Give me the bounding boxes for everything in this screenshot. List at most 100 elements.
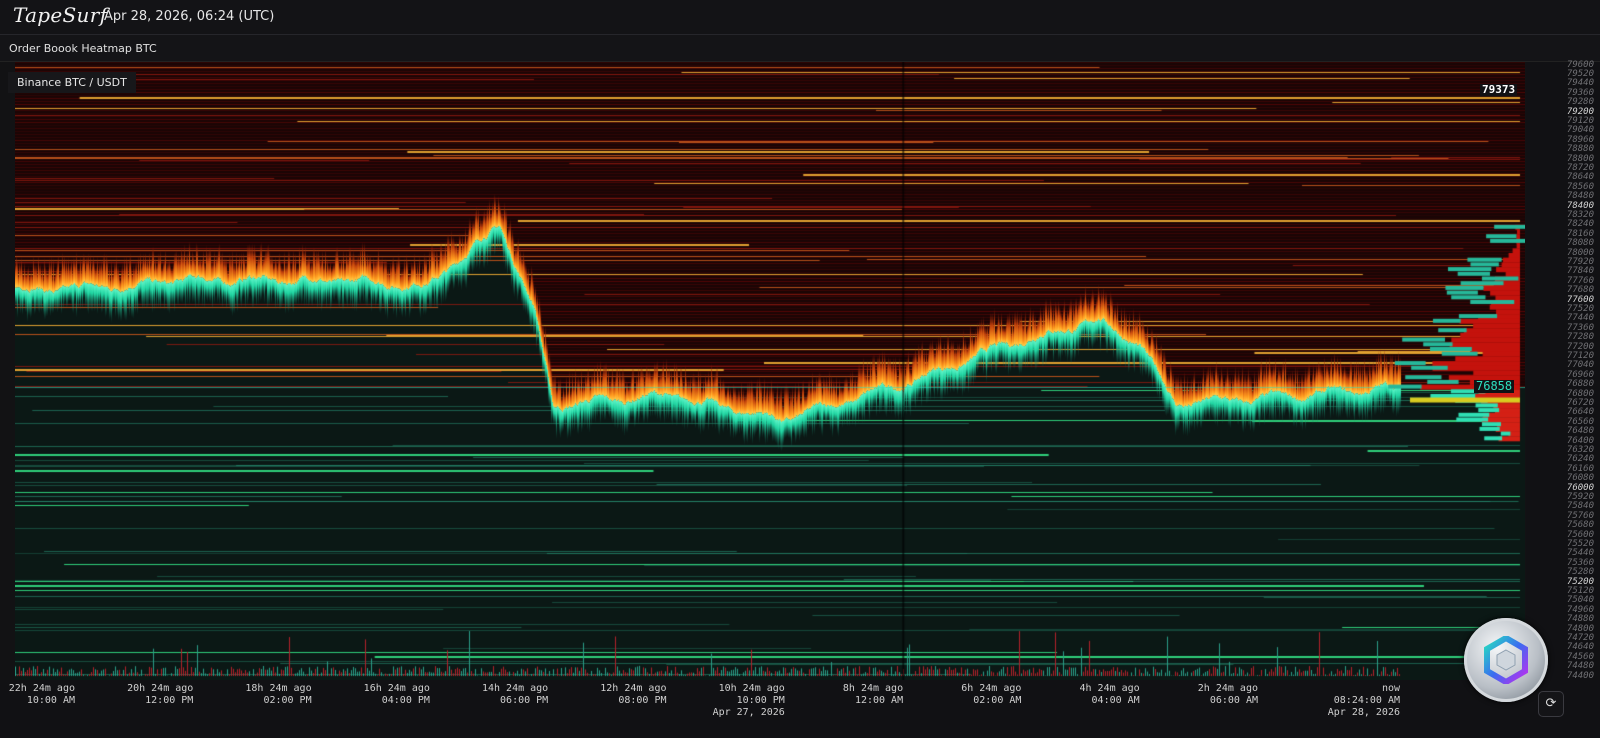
price-tick: 75200: [1566, 576, 1594, 587]
price-tick: 78400: [1566, 200, 1594, 211]
time-tick: 8h 24m ago 12:00 AM: [843, 683, 903, 719]
time-tick-time: 08:00 PM: [618, 695, 667, 706]
time-tick-time: 04:00 AM: [1091, 695, 1140, 706]
time-tick-rel: 4h 24m ago: [1079, 683, 1140, 694]
price-tick: 75280: [1566, 567, 1594, 578]
price-tick: 76960: [1566, 369, 1594, 380]
price-tick: 77280: [1566, 332, 1594, 343]
price-tick: 75840: [1566, 501, 1594, 512]
time-tick-date: [482, 707, 548, 719]
price-tick: 78320: [1566, 209, 1594, 220]
time-tick-date: [600, 707, 666, 719]
price-tick: 77040: [1566, 360, 1594, 371]
time-tick-rel: 12h 24m ago: [600, 683, 667, 694]
price-tick: 79520: [1566, 68, 1594, 79]
time-tick-time: 10:00 AM: [26, 695, 75, 706]
time-tick-date: [843, 707, 903, 719]
price-tick: 77120: [1566, 350, 1594, 361]
price-tick: 78720: [1566, 162, 1594, 173]
price-tick: 79120: [1566, 115, 1594, 126]
price-tick: 76880: [1566, 379, 1594, 390]
heatmap-canvas[interactable]: [15, 62, 1525, 680]
time-tick-date: [127, 707, 193, 719]
price-tick: 75600: [1566, 529, 1594, 540]
price-tick: 76080: [1566, 473, 1594, 484]
price-tick: 76000: [1566, 482, 1594, 493]
price-tick: 77360: [1566, 322, 1594, 333]
time-tick-date: Apr 28, 2026: [1327, 707, 1400, 718]
price-tick: 75440: [1566, 548, 1594, 559]
time-tick-rel: 18h 24m ago: [245, 683, 312, 694]
price-tick: 77200: [1566, 341, 1594, 352]
app-logo[interactable]: TapeSurf: [13, 3, 108, 27]
price-tick: 75120: [1566, 585, 1594, 596]
price-tick: 78160: [1566, 228, 1594, 239]
price-tick: 76720: [1566, 397, 1594, 408]
time-tick-time: 02:00 AM: [973, 695, 1022, 706]
price-tick: 78640: [1566, 172, 1594, 183]
price-tick: 74480: [1566, 661, 1594, 672]
subtitle-bar: Order Boook Heatmap BTC: [0, 35, 1600, 62]
price-tick: 74640: [1566, 642, 1594, 653]
price-tick: 78880: [1566, 144, 1594, 155]
time-tick-rel: 14h 24m ago: [481, 683, 549, 694]
time-tick-time: 04:00 PM: [381, 695, 430, 706]
app-header: TapeSurf Apr 28, 2026, 06:24 (UTC): [0, 0, 1600, 35]
price-tick: 77920: [1566, 256, 1594, 267]
time-tick-time: 08:24:00 AM: [1333, 695, 1400, 706]
price-tick: 77520: [1566, 303, 1594, 314]
time-tick-date: Apr 27, 2026: [712, 707, 785, 718]
current-price-marker: 76858: [1474, 379, 1515, 393]
time-tick: 6h 24m ago 02:00 AM: [961, 683, 1021, 719]
time-tick-date: [364, 707, 430, 719]
price-tick: 76480: [1566, 426, 1594, 437]
time-tick: 16h 24m ago 04:00 PM: [364, 683, 430, 719]
time-tick-date: [9, 707, 75, 719]
time-tick-rel: now: [1381, 683, 1400, 694]
time-tick: 2h 24m ago 06:00 AM: [1198, 683, 1258, 719]
time-tick-time: 02:00 PM: [263, 695, 312, 706]
time-tick-date: [961, 707, 1021, 719]
price-tick: 78080: [1566, 238, 1594, 249]
orderbook-heatmap[interactable]: Binance BTC / USDT 79600 79520 79440 79360 7…: [0, 59, 1600, 680]
price-tick: 78240: [1566, 219, 1594, 230]
price-tick: 75360: [1566, 557, 1594, 568]
time-tick: 14h 24m ago 06:00 PM: [482, 683, 548, 719]
time-tick-time: 12:00 AM: [854, 695, 904, 706]
price-tick: 79600: [1566, 59, 1594, 70]
refresh-button[interactable]: ⟳: [1538, 691, 1564, 717]
time-axis: 22h 24m ago 10:00 AM 20h 24m ago 12:00 PM …: [0, 680, 1600, 738]
hexagon-logo-icon: [1484, 636, 1528, 684]
refresh-icon: ⟳: [1545, 696, 1557, 711]
price-axis[interactable]: 79600 79520 79440 79360 79280 79200 79120 79040…: [1526, 59, 1600, 680]
time-tick-date: [1079, 707, 1139, 719]
price-tick: 77760: [1566, 275, 1594, 286]
time-tick-rel: 22h 24m ago: [8, 683, 75, 694]
price-tick: 75760: [1566, 510, 1594, 521]
price-tick: 78480: [1566, 191, 1594, 202]
price-tick: 79040: [1566, 125, 1594, 136]
price-tick: 77600: [1566, 294, 1594, 305]
time-tick-date: [245, 707, 311, 719]
time-tick-time: 06:00 AM: [1209, 695, 1258, 706]
time-tick: 22h 24m ago 10:00 AM: [9, 683, 75, 719]
time-tick-time: 12:00 PM: [145, 695, 194, 706]
coin-logo: [1464, 618, 1548, 702]
price-tick: 76800: [1566, 388, 1594, 399]
price-tick: 79360: [1566, 87, 1594, 98]
time-tick-date: [1198, 707, 1258, 719]
price-tick: 78960: [1566, 134, 1594, 145]
price-tick: 75520: [1566, 538, 1594, 549]
time-tick-rel: 16h 24m ago: [363, 683, 430, 694]
price-tick: 75040: [1566, 595, 1594, 606]
price-tick: 77680: [1566, 285, 1594, 296]
price-tick: 78000: [1566, 247, 1594, 258]
page-title: Order Boook Heatmap BTC: [9, 42, 157, 55]
price-tick: 74720: [1566, 632, 1594, 643]
price-tick: 78560: [1566, 181, 1594, 192]
time-tick: 20h 24m ago 12:00 PM: [127, 683, 193, 719]
price-tick: 74960: [1566, 604, 1594, 615]
current-datetime: Apr 28, 2026, 06:24 (UTC): [104, 9, 275, 24]
time-tick-time: 06:00 PM: [500, 695, 549, 706]
price-tick: 77440: [1566, 313, 1594, 324]
